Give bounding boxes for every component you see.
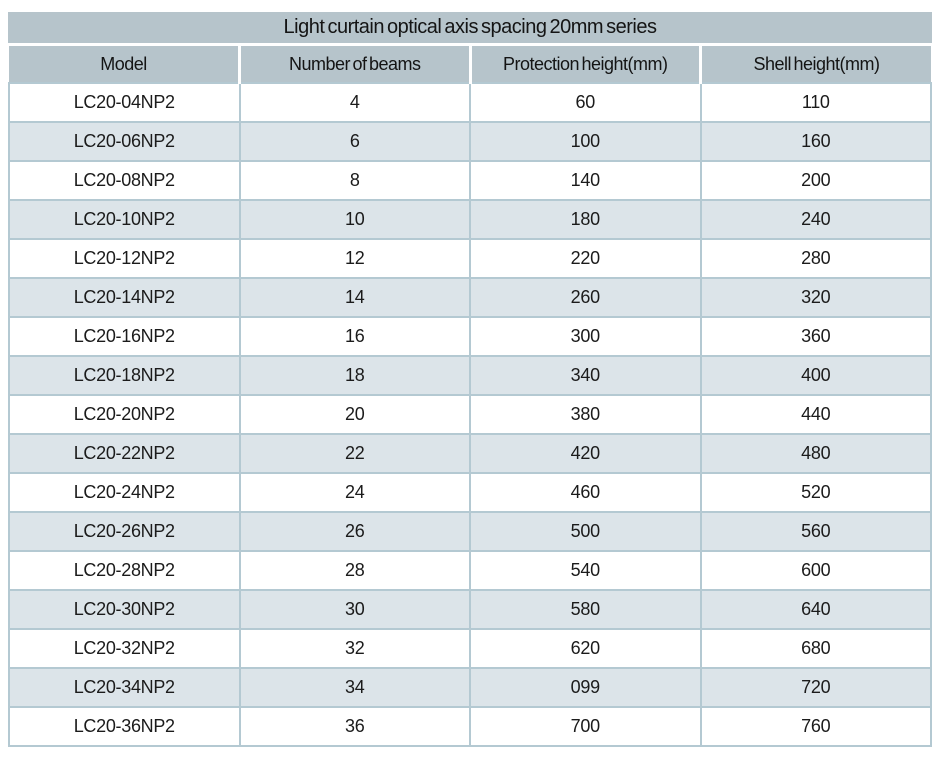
beams-cell: 22 bbox=[238, 433, 471, 474]
shell-height-cell: 520 bbox=[699, 472, 932, 513]
shell-height-cell: 440 bbox=[699, 394, 932, 435]
shell-height-cell: 600 bbox=[699, 550, 932, 591]
table-row: LC20-08NP2 8 140 200 bbox=[8, 160, 932, 201]
shell-height-cell: 400 bbox=[699, 355, 932, 396]
shell-height-cell: 240 bbox=[699, 199, 932, 240]
model-cell: LC20-08NP2 bbox=[8, 160, 241, 201]
model-cell: LC20-04NP2 bbox=[8, 82, 241, 123]
model-cell: LC20-26NP2 bbox=[8, 511, 241, 552]
model-cell: LC20-30NP2 bbox=[8, 589, 241, 630]
shell-height-cell: 640 bbox=[699, 589, 932, 630]
table-title: Light curtain optical axis spacing 20mm … bbox=[8, 12, 932, 43]
shell-height-cell: 760 bbox=[699, 706, 932, 747]
spec-table-header: Model Number of beams Protection height(… bbox=[9, 46, 931, 83]
column-header-protection-height: Protection height(mm) bbox=[468, 46, 701, 83]
spec-table-body: LC20-04NP2 4 60 110 LC20-06NP2 6 100 160 LC20-08… bbox=[8, 82, 932, 747]
table-row: LC20-12NP2 12 220 280 bbox=[8, 238, 932, 279]
beams-cell: 4 bbox=[238, 82, 471, 123]
shell-height-cell: 360 bbox=[699, 316, 932, 357]
beams-cell: 16 bbox=[238, 316, 471, 357]
shell-height-cell: 720 bbox=[699, 667, 932, 708]
protection-height-cell: 700 bbox=[469, 706, 702, 747]
beams-cell: 8 bbox=[238, 160, 471, 201]
protection-height-cell: 60 bbox=[469, 82, 702, 123]
model-cell: LC20-18NP2 bbox=[8, 355, 241, 396]
beams-cell: 34 bbox=[238, 667, 471, 708]
header-row: Model Number of beams Protection height(… bbox=[9, 46, 931, 83]
table-row: LC20-18NP2 18 340 400 bbox=[8, 355, 932, 396]
beams-cell: 14 bbox=[238, 277, 471, 318]
beams-cell: 18 bbox=[238, 355, 471, 396]
model-cell: LC20-34NP2 bbox=[8, 667, 241, 708]
shell-height-cell: 160 bbox=[699, 121, 932, 162]
table-row: LC20-32NP2 32 620 680 bbox=[8, 628, 932, 669]
table-row: LC20-26NP2 26 500 560 bbox=[8, 511, 932, 552]
protection-height-cell: 500 bbox=[469, 511, 702, 552]
protection-height-cell: 260 bbox=[469, 277, 702, 318]
protection-height-cell: 380 bbox=[469, 394, 702, 435]
beams-cell: 6 bbox=[238, 121, 471, 162]
beams-cell: 32 bbox=[238, 628, 471, 669]
model-cell: LC20-24NP2 bbox=[8, 472, 241, 513]
table-row: LC20-36NP2 36 700 760 bbox=[8, 706, 932, 747]
model-cell: LC20-22NP2 bbox=[8, 433, 241, 474]
model-cell: LC20-10NP2 bbox=[8, 199, 241, 240]
shell-height-cell: 680 bbox=[699, 628, 932, 669]
model-cell: LC20-14NP2 bbox=[8, 277, 241, 318]
protection-height-cell: 220 bbox=[469, 238, 702, 279]
model-cell: LC20-06NP2 bbox=[8, 121, 241, 162]
protection-height-cell: 460 bbox=[469, 472, 702, 513]
table-row: LC20-22NP2 22 420 480 bbox=[8, 433, 932, 474]
protection-height-cell: 140 bbox=[469, 160, 702, 201]
beams-cell: 10 bbox=[238, 199, 471, 240]
table-row: LC20-28NP2 28 540 600 bbox=[8, 550, 932, 591]
shell-height-cell: 200 bbox=[699, 160, 932, 201]
table-row: LC20-06NP2 6 100 160 bbox=[8, 121, 932, 162]
model-cell: LC20-28NP2 bbox=[8, 550, 241, 591]
shell-height-cell: 560 bbox=[699, 511, 932, 552]
protection-height-cell: 300 bbox=[469, 316, 702, 357]
protection-height-cell: 100 bbox=[469, 121, 702, 162]
protection-height-cell: 180 bbox=[469, 199, 702, 240]
beams-cell: 24 bbox=[238, 472, 471, 513]
table-row: LC20-34NP2 34 099 720 bbox=[8, 667, 932, 708]
beams-cell: 12 bbox=[238, 238, 471, 279]
table-row: LC20-20NP2 20 380 440 bbox=[8, 394, 932, 435]
protection-height-cell: 340 bbox=[469, 355, 702, 396]
column-header-model: Model bbox=[9, 46, 240, 83]
shell-height-cell: 480 bbox=[699, 433, 932, 474]
shell-height-cell: 110 bbox=[699, 82, 932, 123]
protection-height-cell: 540 bbox=[469, 550, 702, 591]
beams-cell: 26 bbox=[238, 511, 471, 552]
protection-height-cell: 580 bbox=[469, 589, 702, 630]
protection-height-cell: 620 bbox=[469, 628, 702, 669]
beams-cell: 28 bbox=[238, 550, 471, 591]
table-row: LC20-04NP2 4 60 110 bbox=[8, 82, 932, 123]
model-cell: LC20-20NP2 bbox=[8, 394, 241, 435]
beams-cell: 30 bbox=[238, 589, 471, 630]
model-cell: LC20-16NP2 bbox=[8, 316, 241, 357]
beams-cell: 20 bbox=[238, 394, 471, 435]
table-row: LC20-24NP2 24 460 520 bbox=[8, 472, 932, 513]
model-cell: LC20-36NP2 bbox=[8, 706, 241, 747]
model-cell: LC20-32NP2 bbox=[8, 628, 241, 669]
shell-height-cell: 280 bbox=[699, 238, 932, 279]
beams-cell: 36 bbox=[238, 706, 471, 747]
spec-table: Model Number of beams Protection height(… bbox=[8, 46, 932, 747]
protection-height-cell: 099 bbox=[469, 667, 702, 708]
column-header-shell-height: Shell height(mm) bbox=[699, 46, 931, 83]
column-header-number-of-beams: Number of beams bbox=[238, 46, 470, 83]
table-row: LC20-10NP2 10 180 240 bbox=[8, 199, 932, 240]
table-row: LC20-30NP2 30 580 640 bbox=[8, 589, 932, 630]
shell-height-cell: 320 bbox=[699, 277, 932, 318]
model-cell: LC20-12NP2 bbox=[8, 238, 241, 279]
protection-height-cell: 420 bbox=[469, 433, 702, 474]
table-row: LC20-16NP2 16 300 360 bbox=[8, 316, 932, 357]
table-row: LC20-14NP2 14 260 320 bbox=[8, 277, 932, 318]
